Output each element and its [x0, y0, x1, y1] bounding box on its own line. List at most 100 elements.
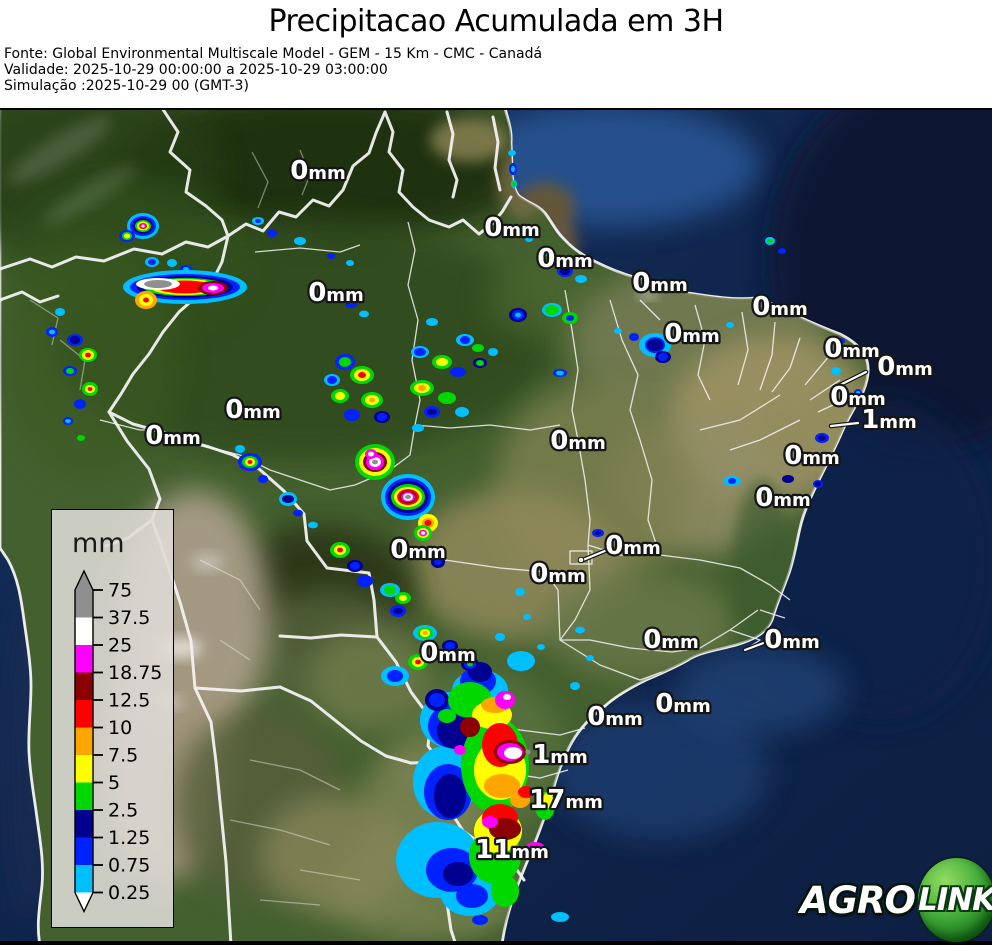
precip-cell [135, 291, 157, 309]
precip-cell [525, 749, 531, 755]
precip-cell [434, 774, 466, 818]
precip-cell [327, 253, 335, 259]
precip-value-label: 0mm [420, 638, 476, 668]
precip-cell [410, 380, 434, 396]
precip-value-label: 0mm [877, 352, 933, 382]
logo-text-link: LINK [917, 882, 992, 918]
precip-cell [46, 327, 58, 337]
precip-cell [345, 300, 357, 308]
source-line: Fonte: Global Environmental Multiscale M… [4, 46, 543, 62]
state-borders [29, 149, 849, 906]
precip-cell [495, 691, 515, 709]
precip-cell [815, 433, 829, 443]
legend-tick-label: 7.5 [108, 745, 138, 767]
precip-cell [426, 318, 438, 326]
precip-cell [456, 334, 474, 346]
legend-tick-label: 1.25 [108, 827, 150, 849]
precip-cell [629, 333, 639, 341]
precip-cell [482, 816, 498, 828]
precip-cell [330, 542, 350, 558]
precip-value-label: 0mm [537, 244, 593, 274]
precip-cell [551, 912, 569, 922]
colorbar: 75 37.5 25 18.75 12.5 10 7.5 5 2.5 1.25 0.75 0.25 [74, 569, 162, 914]
precip-cell [456, 884, 488, 908]
precip-cell [258, 475, 268, 483]
page-title: Precipitacao Acumulada em 3H [268, 4, 724, 39]
logo-text-agro: AGRO [800, 878, 916, 922]
precip-cell [509, 308, 527, 322]
precip-cell [79, 348, 97, 362]
precip-value-label: 0mm [550, 426, 606, 456]
precip-cell [279, 492, 297, 506]
precip-cell [553, 369, 567, 377]
precip-cell [198, 281, 228, 295]
legend-tick-label: 10 [108, 717, 132, 739]
precip-value-label: 11mm [475, 835, 549, 865]
precip-cell [395, 592, 411, 604]
logo-sphere-icon: LINK [917, 858, 992, 942]
legend-tick-label: 12.5 [108, 690, 150, 712]
precip-cell [63, 417, 73, 425]
precip-cell [438, 392, 456, 404]
agrolink-logo: AGRO LINK [800, 858, 992, 942]
precip-cell [455, 407, 469, 417]
precip-value-label: 0mm [664, 319, 720, 349]
precip-value-label: 0mm [484, 213, 540, 243]
precip-cell [308, 521, 318, 529]
precip-cell [55, 308, 65, 316]
precip-cell [414, 525, 432, 541]
precip-cell [557, 265, 573, 277]
precip-cell [119, 230, 135, 242]
precip-cell [570, 682, 580, 690]
precip-cell [63, 366, 77, 376]
precip-cell [374, 411, 390, 423]
precip-cell [491, 875, 519, 907]
precip-value-label: 0mm [145, 421, 201, 451]
precip-value-label: 0mm [587, 702, 643, 732]
precip-cell [511, 180, 517, 188]
precip-value-label: 0mm [655, 689, 711, 719]
precip-cell [357, 575, 373, 587]
precip-cell [782, 475, 794, 483]
precip-cell [765, 237, 775, 245]
precip-cell [443, 862, 473, 886]
precip-value-label: 0mm [824, 334, 880, 364]
precip-value-label: 17mm [529, 785, 603, 815]
precip-cell [726, 322, 734, 328]
precip-cell [537, 644, 545, 650]
precip-cell [831, 367, 841, 375]
precip-cell [74, 399, 86, 409]
precip-cell [252, 217, 264, 225]
precip-cell [472, 915, 488, 925]
precip-cell [495, 633, 505, 641]
precip-cell [425, 689, 449, 711]
precip-cell [381, 474, 435, 520]
precip-cell [238, 453, 262, 471]
precip-cell [167, 259, 177, 267]
precip-cell [509, 163, 517, 175]
precip-cell [586, 655, 594, 661]
precip-cell [442, 640, 458, 652]
precip-cell [413, 625, 437, 641]
precip-cell [542, 250, 550, 256]
precip-cell [592, 529, 604, 537]
precip-cell [235, 445, 245, 453]
precip-cell [431, 556, 445, 568]
precip-cell [355, 444, 395, 480]
precip-cell [523, 614, 531, 620]
precip-cell [145, 257, 159, 267]
precip-value-label: 0mm [784, 441, 840, 471]
precip-cell [347, 560, 363, 572]
precip-cell [778, 248, 786, 254]
label-leader-lines [577, 369, 869, 653]
precip-cell [67, 334, 83, 346]
precip-value-label: 1mm [532, 740, 588, 770]
precip-cell [461, 657, 479, 671]
precip-cell [614, 328, 622, 334]
precip-cell [293, 509, 303, 517]
precip-cell [723, 476, 741, 486]
precip-value-label: 0mm [632, 268, 688, 298]
legend-tick-label: 0.25 [108, 882, 150, 904]
